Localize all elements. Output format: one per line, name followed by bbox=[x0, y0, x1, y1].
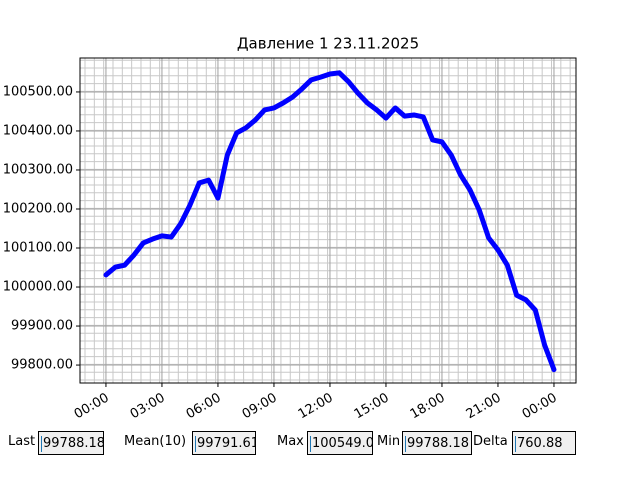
text-box[interactable]: 99788.18 bbox=[38, 431, 104, 455]
x-tick-label: 12:00 bbox=[296, 391, 336, 423]
y-tick-label: 100200.00 bbox=[3, 201, 73, 216]
widget-label: Delta bbox=[473, 434, 508, 449]
x-tick-label: 18:00 bbox=[408, 391, 448, 423]
data-line bbox=[103, 70, 557, 373]
y-tick-label: 100500.00 bbox=[3, 84, 73, 99]
y-tick-label: 99800.00 bbox=[11, 358, 73, 373]
chart-title: Давление 1 23.11.2025 bbox=[237, 35, 419, 53]
text-box[interactable]: 760.88 bbox=[512, 431, 576, 455]
widget-label: Max bbox=[277, 434, 304, 449]
x-tick-label: 00:00 bbox=[72, 391, 112, 423]
text-box[interactable]: 99791.61 bbox=[192, 431, 256, 455]
y-tick-label: 100100.00 bbox=[3, 241, 73, 256]
x-tick-label: 09:00 bbox=[240, 391, 280, 423]
plot-frame bbox=[79, 57, 577, 384]
y-tick-label: 100000.00 bbox=[3, 280, 73, 295]
y-tick-label: 100300.00 bbox=[3, 162, 73, 177]
x-tick-label: 00:00 bbox=[520, 391, 560, 423]
x-tick-label: 15:00 bbox=[352, 391, 392, 423]
x-tick-label: 06:00 bbox=[184, 391, 224, 423]
x-tick-label: 03:00 bbox=[128, 391, 168, 423]
x-tick-label: 21:00 bbox=[464, 391, 504, 423]
y-tick-label: 99900.00 bbox=[11, 319, 73, 334]
widget-label: Min bbox=[377, 434, 401, 449]
text-box[interactable]: 100549.06 bbox=[307, 431, 373, 455]
widget-label: Last bbox=[8, 434, 36, 449]
y-tick-label: 100400.00 bbox=[3, 123, 73, 138]
widget-label: Mean(10) bbox=[124, 434, 187, 449]
text-box[interactable]: 99788.18 bbox=[402, 431, 472, 455]
